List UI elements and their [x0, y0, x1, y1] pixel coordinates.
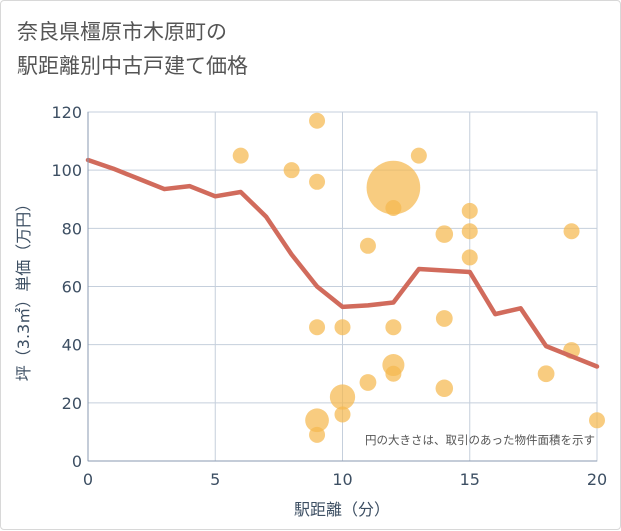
bubble-point	[334, 406, 351, 423]
size-note: 円の大きさは、取引のあった物件面積を示す	[365, 433, 595, 447]
bubble-point	[461, 202, 478, 219]
bubble-point	[359, 374, 377, 391]
x-tick-label: 5	[210, 470, 220, 489]
average-price-line	[85, 157, 600, 369]
x-tick-label: 10	[332, 470, 352, 489]
line-layer	[85, 157, 600, 369]
bubble-point	[589, 412, 605, 429]
bubble-point	[385, 199, 402, 216]
bubble-point	[537, 365, 555, 383]
bubble-point	[461, 223, 478, 240]
bubble-point	[563, 223, 580, 240]
bubble-point	[359, 237, 376, 254]
axis-layer: 0 5 10 15 20 0 20 40 60 80 100 120	[51, 103, 607, 489]
bubble-point	[385, 319, 402, 336]
bubble-point	[435, 225, 454, 243]
bubble-point	[435, 310, 453, 327]
y-tick-label: 80	[62, 219, 82, 238]
x-axis-label: 駅距離（分）	[294, 500, 390, 519]
chart-title-line-1: 奈良県橿原市木原町の	[17, 20, 227, 44]
x-tick-label: 20	[587, 470, 607, 489]
bubble-point	[232, 147, 249, 164]
bubble-point	[309, 173, 326, 190]
bubble-point	[410, 147, 427, 164]
bubble-point	[309, 319, 326, 336]
bubble-point	[366, 160, 421, 215]
bubble-point	[309, 112, 326, 129]
chart-title-line-2: 駅距離別中古戸建て価格	[17, 54, 248, 78]
y-tick-label: 0	[72, 452, 82, 471]
y-tick-label: 20	[62, 394, 82, 413]
bubble-point	[385, 365, 402, 382]
bubble-point	[334, 319, 351, 336]
y-axis-label: 坪（3.3㎡）単価（万円）	[14, 196, 33, 381]
bubble-point	[435, 379, 454, 398]
x-tick-label: 15	[460, 470, 480, 489]
bubble-point	[283, 162, 300, 179]
y-tick-label: 60	[62, 278, 82, 297]
bubble-point	[461, 249, 478, 266]
y-tick-label: 120	[51, 103, 82, 122]
x-tick-label: 0	[83, 470, 93, 489]
chart-title: 奈良県橿原市木原町の 駅距離別中古戸建て価格	[17, 15, 248, 83]
y-tick-label: 40	[62, 336, 82, 355]
bubble-point	[329, 384, 356, 410]
y-tick-label: 100	[51, 161, 82, 180]
bubble-point	[309, 426, 326, 443]
bubble-point	[305, 408, 329, 433]
bubble-layer	[232, 112, 605, 443]
